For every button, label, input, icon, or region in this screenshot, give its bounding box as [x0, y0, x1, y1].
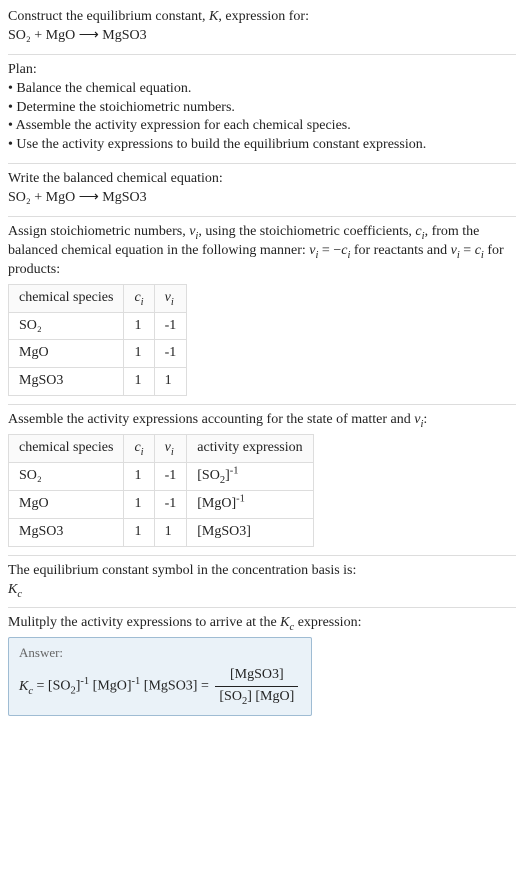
table-cell-species: MgO [9, 490, 124, 518]
table-header: ci [124, 284, 154, 312]
table-header: νi [154, 284, 187, 312]
symbol-value: Kc [8, 581, 516, 600]
divider [8, 555, 516, 556]
intro-title: Construct the equilibrium constant, K, e… [8, 8, 516, 27]
balanced-heading: Write the balanced chemical equation: [8, 170, 516, 189]
stoich-intro-part: Assign stoichiometric numbers, [8, 224, 189, 239]
table-cell-c: 1 [124, 490, 154, 518]
activity-block: Assemble the activity expressions accoun… [8, 407, 516, 552]
answer-fraction: [MgSO3] [SO2] [MgO] [215, 666, 298, 707]
table-header-text: chemical species [19, 290, 113, 305]
table-cell-species: MgO [9, 340, 124, 368]
intro-title-text: Construct the equilibrium constant, K, e… [8, 9, 309, 24]
table-row: SO₂ 1 -1 [9, 312, 187, 340]
table-cell-nu: -1 [154, 490, 187, 518]
intro-equation: SO₂ + MgO ⟶ MgSO3 [8, 27, 516, 46]
table-cell-c: 1 [124, 340, 154, 368]
plan-item-text: Determine the stoichiometric numbers. [16, 100, 235, 115]
table-row: MgSO3 1 1 [MgSO3] [9, 518, 314, 546]
table-cell-species: SO₂ [9, 463, 124, 491]
table-cell-species: MgSO3 [9, 368, 124, 396]
table-header: chemical species [9, 435, 124, 463]
plan-item: • Assemble the activity expression for e… [8, 117, 516, 136]
divider [8, 216, 516, 217]
fraction-denominator: [SO2] [MgO] [215, 687, 298, 707]
table-cell-c: 1 [124, 312, 154, 340]
table-cell-nu: 1 [154, 518, 187, 546]
table-cell-c: 1 [124, 518, 154, 546]
stoich-intro-part: , using the stoichiometric coefficients, [198, 224, 415, 239]
table-header-text: chemical species [19, 440, 113, 455]
plan-item: • Use the activity expressions to build … [8, 136, 516, 155]
table-cell-expr: [MgSO3] [187, 518, 313, 546]
table-cell-species: SO₂ [9, 312, 124, 340]
activity-table: chemical species ci νi activity expressi… [8, 434, 314, 547]
stoich-intro: Assign stoichiometric numbers, νi, using… [8, 223, 516, 280]
table-header: νi [154, 435, 187, 463]
table-cell-nu: 1 [154, 368, 187, 396]
plan-item-text: Assemble the activity expression for eac… [16, 118, 351, 133]
table-cell-c: 1 [124, 463, 154, 491]
plan-item: • Balance the chemical equation. [8, 80, 516, 99]
multiply-heading: Mulitply the activity expressions to arr… [8, 614, 516, 633]
table-cell-nu: -1 [154, 340, 187, 368]
symbol-heading: The equilibrium constant symbol in the c… [8, 562, 516, 581]
table-row: MgO 1 -1 [9, 340, 187, 368]
table-cell-expr: [SO2]-1 [187, 463, 313, 491]
intro-block: Construct the equilibrium constant, K, e… [8, 4, 516, 52]
balanced-block: Write the balanced chemical equation: SO… [8, 166, 516, 214]
table-cell-c: 1 [124, 368, 154, 396]
table-row: MgSO3 1 1 [9, 368, 187, 396]
plan-item-text: Balance the chemical equation. [16, 81, 191, 96]
table-row: SO₂ 1 -1 [SO2]-1 [9, 463, 314, 491]
plan-block: Plan: • Balance the chemical equation. •… [8, 57, 516, 161]
activity-heading: Assemble the activity expressions accoun… [8, 411, 516, 430]
table-cell-nu: -1 [154, 463, 187, 491]
answer-box: Answer: Kc = [SO2]-1 [MgO]-1 [MgSO3] = [… [8, 637, 312, 715]
multiply-block: Mulitply the activity expressions to arr… [8, 610, 516, 721]
divider [8, 404, 516, 405]
table-header: activity expression [187, 435, 313, 463]
plan-item: • Determine the stoichiometric numbers. [8, 99, 516, 118]
stoich-intro-part: for reactants and [350, 243, 450, 258]
table-header: ci [124, 435, 154, 463]
table-header-row: chemical species ci νi [9, 284, 187, 312]
table-cell-expr: [MgO]-1 [187, 490, 313, 518]
plan-heading: Plan: [8, 61, 516, 80]
table-cell-species: MgSO3 [9, 518, 124, 546]
divider [8, 163, 516, 164]
page: Construct the equilibrium constant, K, e… [0, 0, 524, 734]
stoich-block: Assign stoichiometric numbers, νi , using… [8, 219, 516, 402]
table-cell-nu: -1 [154, 312, 187, 340]
balanced-equation: SO₂ + MgO ⟶ MgSO3 [8, 189, 516, 208]
divider [8, 54, 516, 55]
divider [8, 607, 516, 608]
fraction-numerator: [MgSO3] [215, 666, 298, 687]
answer-expression: Kc = [SO2]-1 [MgO]-1 [MgSO3] = [MgSO3] [… [19, 666, 301, 707]
table-header-text: activity expression [197, 440, 302, 455]
stoich-table: chemical species ci νi SO₂ 1 -1 MgO 1 -1… [8, 284, 187, 397]
table-header-row: chemical species ci νi activity expressi… [9, 435, 314, 463]
answer-label: Answer: [19, 644, 301, 662]
table-header: chemical species [9, 284, 124, 312]
table-row: MgO 1 -1 [MgO]-1 [9, 490, 314, 518]
plan-item-text: Use the activity expressions to build th… [16, 137, 426, 152]
symbol-block: The equilibrium constant symbol in the c… [8, 558, 516, 606]
